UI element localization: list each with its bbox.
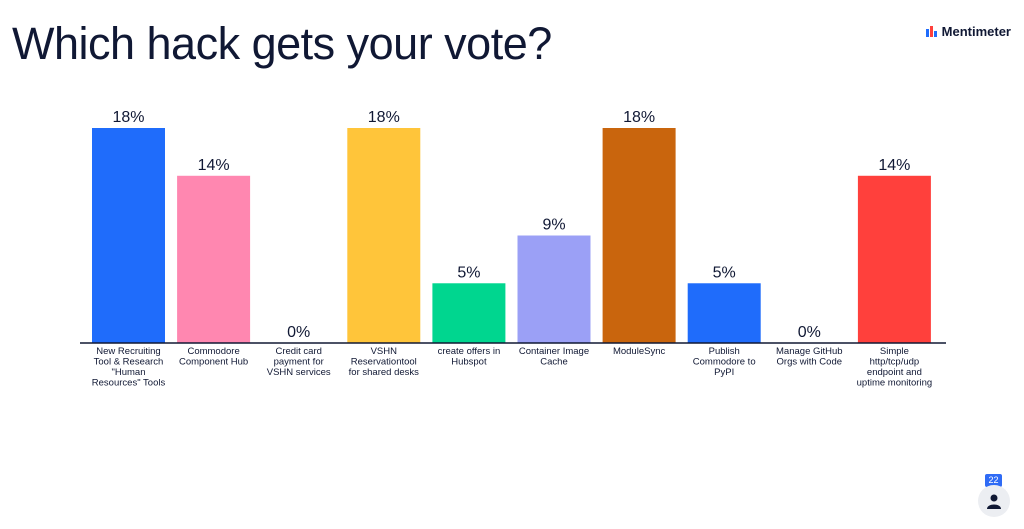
category-label-10: Simple http/tcp/udp endpoint and uptime mon… [857,346,933,389]
category-label-4: VSHN Reservationtool for shared desks [349,346,419,378]
bar-6 [517,235,591,343]
category-label-2: Commodore Component Hub [179,346,248,368]
category-label-1: New Recruiting Tool & Research "Human Resou… [92,346,166,389]
bar-value-label-2: 14% [198,157,230,174]
bar-value-label-6: 9% [542,217,565,234]
bar-4 [347,128,421,343]
bar-value-label-7: 18% [623,109,655,126]
bar-value-label-3: 0% [287,324,310,341]
mentimeter-logo-icon [925,26,937,37]
category-label-9: Manage GitHub Orgs with Code [776,346,843,368]
page-title: Which hack gets your vote? [12,18,552,69]
brand-logo: Mentimeter [925,24,1011,39]
bar-value-label-9: 0% [798,324,821,341]
bar-8 [687,283,761,343]
participant-count-badge: 22 [985,474,1002,487]
bar-value-label-4: 18% [368,109,400,126]
category-label-6: Container Image Cache [519,346,589,368]
participants-button[interactable] [978,485,1010,517]
bar-2 [177,175,251,343]
bar-7 [602,128,676,343]
brand-name: Mentimeter [941,24,1011,39]
category-label-3: Credit card payment for VSHN services [267,346,331,378]
bar-10 [857,175,931,343]
bar-1 [92,128,165,343]
category-label-7: ModuleSync [613,346,666,357]
bar-value-label-8: 5% [713,264,736,281]
bar-value-label-10: 14% [878,157,910,174]
category-label-5: create offers in Hubspot [438,346,501,368]
bar-value-label-1: 18% [112,109,144,126]
bar-value-label-5: 5% [457,264,480,281]
person-icon [987,494,1001,509]
bar-5 [432,283,506,343]
category-label-8: Publish Commodore to PyPI [693,346,756,378]
